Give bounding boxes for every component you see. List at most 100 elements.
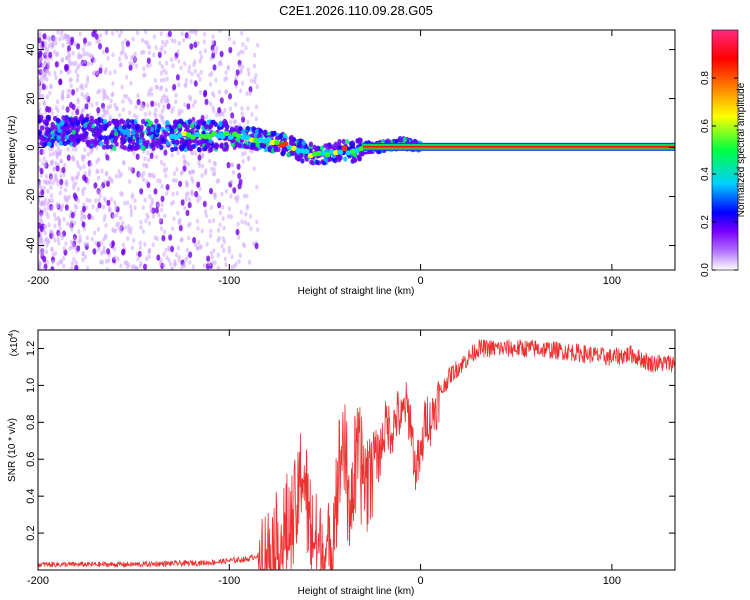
heatmap-noise-cell (99, 33, 103, 38)
heatmap-noise-cell (68, 223, 72, 229)
heatmap-noise-cell (40, 251, 44, 257)
heatmap-noise-cell (177, 58, 181, 64)
heatmap-noise-cell (62, 246, 66, 251)
heatmap-noise-cell (41, 129, 45, 135)
heatmap-peak-cell (223, 130, 230, 136)
heatmap-noise-cell (42, 33, 47, 40)
heatmap-noise-cell (77, 229, 81, 235)
heatmap-band-cell (309, 159, 314, 165)
heatmap-band-cell (172, 124, 177, 130)
heatmap-noise-cell (233, 195, 238, 201)
heatmap-noise-cell (51, 151, 56, 157)
heatmap-band-cell (337, 139, 342, 145)
heatmap-noise-cell (86, 78, 90, 84)
heatmap-noise-cell (44, 249, 49, 255)
heatmap-noise-cell (196, 226, 200, 231)
heatmap-noise-cell (167, 30, 172, 38)
heatmap-noise-cell (78, 234, 82, 240)
heatmap-band-cell (298, 153, 304, 159)
heatmap-noise-cell (222, 248, 226, 253)
heatmap-noise-cell (45, 260, 49, 265)
heatmap-noise-cell (164, 87, 168, 93)
heatmap-noise-cell (189, 96, 193, 102)
heatmap-noise-cell (65, 198, 69, 204)
heatmap-band-cell (143, 141, 149, 147)
heatmap-noise-cell (56, 30, 60, 35)
heatmap-noise-cell (164, 60, 169, 66)
heatmap-band-cell (165, 140, 170, 146)
heatmap-noise-cell (118, 56, 122, 62)
heatmap-band-cell (412, 138, 418, 144)
heatmap-noise-cell (56, 261, 60, 267)
heatmap-noise-cell (90, 102, 94, 108)
heatmap-noise-cell (100, 168, 104, 174)
heatmap-noise-cell (182, 165, 187, 172)
heatmap-band-cell (286, 152, 291, 158)
heatmap-noise-cell (219, 97, 224, 104)
heatmap-noise-cell (191, 264, 195, 270)
heatmap-noise-cell (67, 58, 71, 64)
heatmap-noise-cell (138, 172, 142, 178)
heatmap-band-cell (83, 123, 88, 129)
x-tick-label: -100 (218, 275, 240, 287)
heatmap-band-cell (56, 123, 62, 129)
heatmap-band-cell (196, 119, 201, 125)
heatmap-noise-cell (236, 163, 241, 170)
heatmap-noise-cell (74, 60, 78, 66)
heatmap-noise-cell (50, 42, 55, 47)
heatmap-noise-cell (146, 150, 150, 156)
heatmap-noise-cell (213, 260, 217, 266)
heatmap-band-cell (230, 142, 236, 148)
heatmap-noise-cell (190, 150, 194, 156)
heatmap-noise-cell (248, 91, 252, 97)
heatmap-noise-cell (53, 223, 57, 229)
heatmap-noise-cell (68, 78, 72, 83)
heatmap-noise-cell (99, 240, 103, 246)
heatmap-band-cell (219, 143, 224, 149)
heatmap-band-cell (125, 130, 130, 136)
heatmap-noise-cell (95, 207, 99, 213)
heatmap-noise-cell (68, 69, 72, 74)
heatmap-noise-cell (46, 214, 50, 220)
heatmap-noise-cell (200, 163, 205, 169)
heatmap-noise-cell (38, 50, 43, 57)
heatmap-noise-cell (86, 177, 90, 183)
heatmap-noise-cell (45, 55, 49, 61)
heatmap-noise-cell (82, 164, 86, 170)
heatmap-band-cell (206, 119, 211, 125)
heatmap-band-cell (56, 135, 61, 141)
heatmap-noise-cell (107, 258, 111, 263)
heatmap-band-cell (203, 146, 208, 152)
heatmap-noise-cell (193, 41, 198, 48)
heatmap-noise-cell (184, 196, 188, 202)
heatmap-noise-cell (162, 93, 166, 99)
heatmap-noise-cell (134, 104, 138, 110)
heatmap-noise-cell (234, 102, 238, 107)
heatmap-noise-cell (132, 113, 137, 119)
heatmap-noise-cell (96, 90, 100, 95)
heatmap-noise-cell (212, 93, 216, 98)
heatmap-band-cell (101, 144, 107, 150)
heatmap-noise-cell (159, 226, 164, 231)
heatmap-noise-cell (248, 86, 253, 93)
heatmap-noise-cell (75, 175, 79, 181)
heatmap-noise-cell (221, 216, 225, 222)
heatmap-noise-cell (39, 167, 44, 175)
heatmap-noise-cell (162, 263, 166, 269)
heatmap-noise-cell (150, 100, 155, 107)
heatmap-noise-cell (121, 99, 125, 104)
heatmap-noise-cell (148, 194, 152, 200)
heatmap-noise-cell (43, 162, 47, 168)
heatmap-noise-cell (170, 245, 175, 253)
y-tick-label: 0.6 (25, 452, 37, 467)
heatmap-noise-cell (121, 242, 126, 248)
heatmap-noise-cell (54, 40, 58, 46)
heatmap-noise-cell (215, 112, 219, 118)
heatmap-band-cell (74, 134, 79, 140)
heatmap-band-cell (43, 137, 49, 143)
heatmap-noise-cell (160, 202, 164, 208)
heatmap-noise-cell (239, 88, 243, 94)
x-tick-label: 0 (418, 575, 424, 587)
heatmap-noise-cell (128, 64, 133, 71)
